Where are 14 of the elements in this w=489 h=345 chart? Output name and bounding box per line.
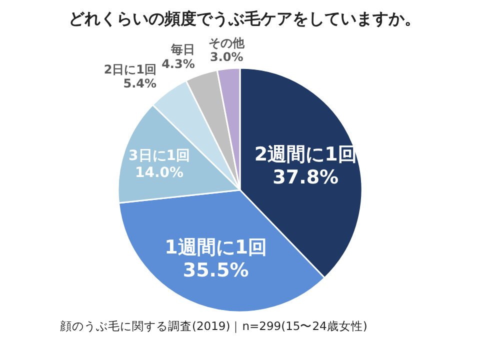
data-label: 14.0% — [135, 164, 184, 181]
text: 顔のうぶ毛に関する調査(2019)｜n=299(15〜24歳女性) — [60, 319, 368, 333]
data-label: 3.0% — [210, 50, 244, 64]
slice-label: その他 — [208, 36, 246, 50]
slice-label: 3日に1回 — [128, 148, 190, 164]
data-label: 5.4% — [123, 76, 157, 91]
slice-label: 2週間に1回 — [254, 144, 357, 166]
slice-label: 毎日 — [170, 42, 195, 57]
chart-title: どれくらいの頻度でうぶ毛ケアをしていますか。 — [68, 9, 420, 28]
data-label: 4.3% — [162, 56, 195, 71]
data-label: 37.8% — [272, 166, 339, 188]
data-label: 35.5% — [182, 259, 249, 282]
slice-label: 2日に1回 — [104, 62, 157, 76]
slice-label: 1週間に1回 — [164, 236, 268, 259]
